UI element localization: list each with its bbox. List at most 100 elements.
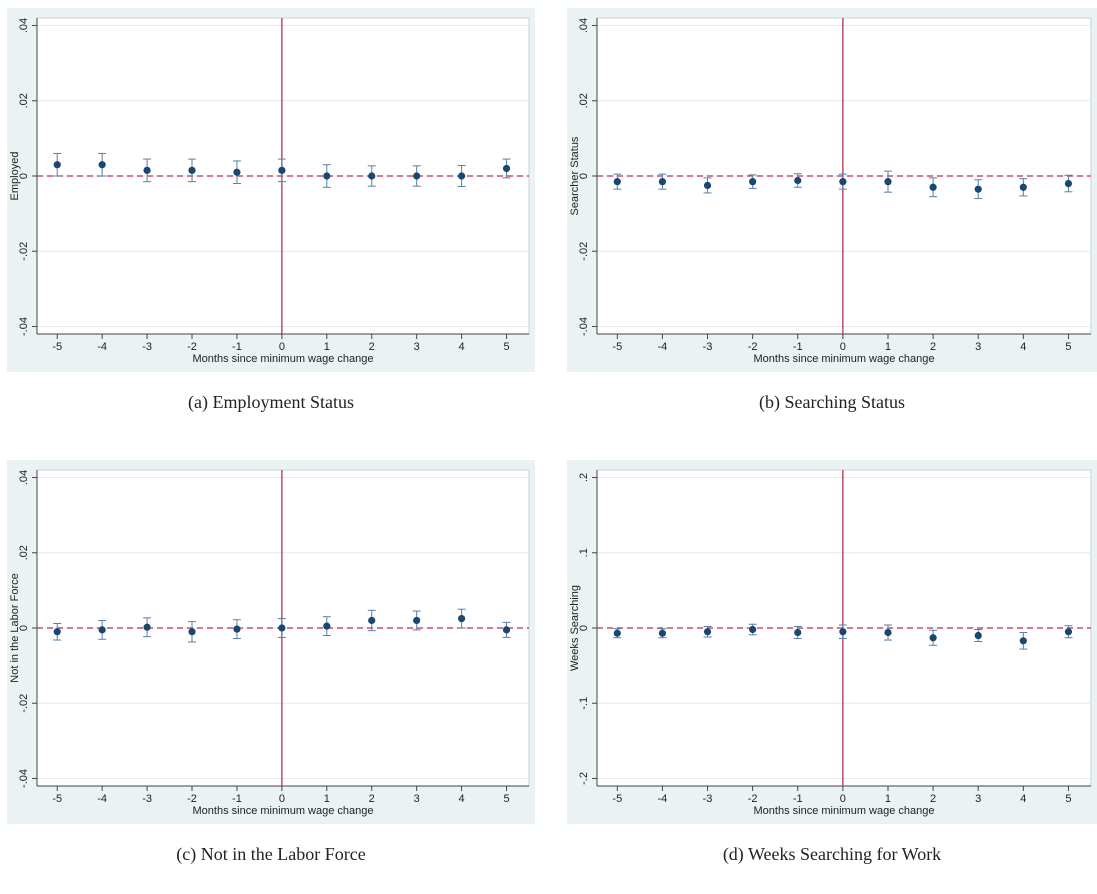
y-tick-label: .04 xyxy=(18,470,30,485)
y-tick-label: .1 xyxy=(578,548,590,557)
point xyxy=(1019,637,1027,645)
point xyxy=(143,623,151,631)
y-axis-title: Employed xyxy=(9,152,21,201)
point xyxy=(413,616,421,625)
x-tick-label: 5 xyxy=(503,341,509,353)
x-tick-label: -4 xyxy=(658,341,668,353)
point xyxy=(929,183,937,191)
point xyxy=(974,185,982,193)
y-tick-label: -.04 xyxy=(18,317,30,336)
x-tick-label: 3 xyxy=(414,341,420,353)
x-tick-label: 2 xyxy=(369,341,375,353)
x-tick-label: -3 xyxy=(142,341,152,353)
x-tick-label: -5 xyxy=(612,793,622,805)
x-tick-label: 0 xyxy=(279,793,285,805)
x-tick-label: -4 xyxy=(97,341,107,353)
chart-panel: -.04 -.02 0 .02 .04 -5 -4 -3 -2 -1 0 1 2 3 4 5 Not in th… xyxy=(7,460,535,865)
x-tick-label: -5 xyxy=(52,793,62,805)
point xyxy=(1064,179,1073,188)
x-tick-label: 4 xyxy=(1020,793,1026,805)
point xyxy=(368,616,376,625)
x-tick-label: -2 xyxy=(748,793,758,805)
x-tick-label: 3 xyxy=(975,341,981,353)
y-tick-label: .04 xyxy=(578,18,590,33)
y-tick-label: -.04 xyxy=(578,317,590,336)
y-tick-label: .02 xyxy=(18,93,30,108)
y-tick-label: -.02 xyxy=(18,694,30,713)
x-tick-label: 4 xyxy=(1020,341,1026,353)
x-tick-label: 2 xyxy=(930,341,936,353)
point xyxy=(53,628,61,636)
x-axis-title: Months since minimum wage change xyxy=(754,353,935,365)
point xyxy=(323,172,331,180)
y-tick-label: 0 xyxy=(18,173,30,179)
x-tick-label: -3 xyxy=(703,793,713,805)
chart-panel: -.2 -.1 0 .1 .2 -5 -4 -3 -2 -1 0 1 2 3 4 5 Weeks Searchi… xyxy=(567,460,1097,865)
x-tick-label: 1 xyxy=(885,793,891,805)
x-tick-label: 5 xyxy=(1065,793,1071,805)
x-tick-label: -4 xyxy=(97,793,107,805)
x-tick-label: -3 xyxy=(703,341,713,353)
y-tick-label: 0 xyxy=(18,625,30,631)
x-tick-label: -1 xyxy=(232,793,242,805)
x-tick-label: 0 xyxy=(279,341,285,353)
y-tick-label: -.02 xyxy=(578,242,590,261)
x-axis-title: Months since minimum wage change xyxy=(193,805,374,817)
point xyxy=(502,626,511,634)
point xyxy=(368,172,376,180)
point xyxy=(929,634,937,642)
caption: (d) Weeks Searching for Work xyxy=(723,844,941,865)
point xyxy=(502,164,511,173)
point xyxy=(143,166,151,174)
point xyxy=(884,178,892,186)
x-tick-label: 4 xyxy=(459,341,465,353)
point xyxy=(278,624,286,632)
point xyxy=(839,178,847,186)
y-axis-title: Weeks Searching xyxy=(569,585,581,671)
point xyxy=(839,628,847,636)
x-tick-label: 5 xyxy=(503,793,509,805)
x-tick-label: 1 xyxy=(885,341,891,353)
x-tick-label: 0 xyxy=(840,341,846,353)
caption: (b) Searching Status xyxy=(759,392,905,413)
point xyxy=(188,166,196,174)
y-tick-label: 0 xyxy=(578,625,590,631)
point xyxy=(323,622,331,630)
point xyxy=(188,628,196,636)
caption: (a) Employment Status xyxy=(188,392,354,413)
y-tick-label: .04 xyxy=(18,18,30,33)
point xyxy=(703,181,712,190)
point xyxy=(749,625,757,634)
x-axis-title: Months since minimum wage change xyxy=(754,805,935,817)
y-axis-title: Searcher Status xyxy=(569,136,581,215)
point xyxy=(884,628,892,637)
point xyxy=(233,168,241,176)
x-tick-label: 0 xyxy=(840,793,846,805)
y-tick-label: -.2 xyxy=(578,772,590,785)
x-tick-label: 3 xyxy=(975,793,981,805)
x-tick-label: -1 xyxy=(793,341,803,353)
x-tick-label: -2 xyxy=(187,341,197,353)
x-axis-title: Months since minimum wage change xyxy=(193,353,374,365)
point xyxy=(613,629,621,637)
point xyxy=(1064,628,1073,636)
point xyxy=(98,161,106,169)
point xyxy=(458,172,466,180)
x-tick-label: 5 xyxy=(1065,341,1071,353)
x-tick-label: 4 xyxy=(459,793,465,805)
chart-panel: -.04 -.02 0 .02 .04 -5 -4 -3 -2 -1 0 1 2 3 4 5 Searcher … xyxy=(567,8,1097,413)
point xyxy=(278,166,286,174)
point xyxy=(749,178,757,186)
point xyxy=(53,161,61,169)
point xyxy=(458,614,466,623)
x-tick-label: 1 xyxy=(324,793,330,805)
x-tick-label: -1 xyxy=(232,341,242,353)
point xyxy=(613,178,621,186)
x-tick-label: 1 xyxy=(324,341,330,353)
x-tick-label: -5 xyxy=(612,341,622,353)
x-tick-label: -3 xyxy=(142,793,152,805)
point xyxy=(233,625,241,633)
point xyxy=(794,176,802,185)
y-tick-label: .2 xyxy=(578,473,590,482)
